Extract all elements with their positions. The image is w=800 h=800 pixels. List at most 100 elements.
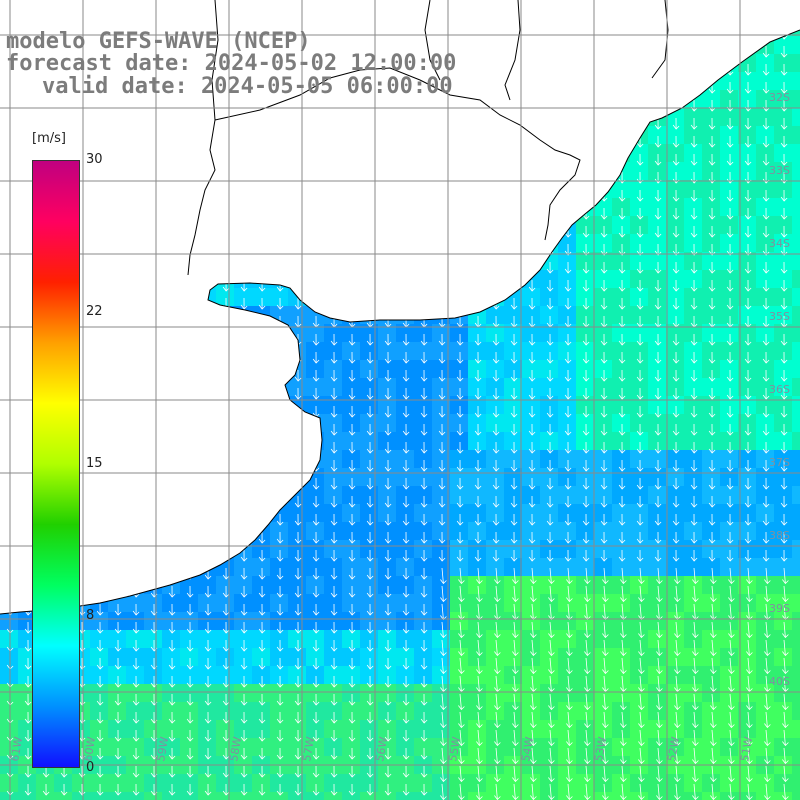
field-cell [522,540,540,558]
field-cell [432,504,450,522]
wind-arrow [330,423,338,436]
wind-arrow [672,279,680,292]
wind-arrow [348,513,356,526]
field-cell [522,720,540,738]
wind-arrow [744,207,752,220]
field-cell [738,378,756,396]
wind-arrow [366,423,374,436]
field-cell [126,630,144,648]
wind-arrow [710,567,717,585]
field-cell [540,702,558,720]
field-cell [450,720,468,738]
field-cell [378,396,396,414]
field-cell [738,270,756,288]
wind-arrow [528,387,536,400]
wind-arrow [546,333,554,346]
field-cell [360,702,378,720]
field-cell [162,612,180,630]
wind-arrow [618,225,626,238]
wind-arrow [762,423,770,436]
wind-arrow [474,369,482,382]
wind-arrow [690,189,698,202]
wind-arrow [764,567,771,585]
field-cell [234,594,252,612]
wind-arrow [762,531,770,544]
wind-arrow [780,495,788,508]
wind-arrow [402,423,410,436]
wind-arrow [330,459,338,472]
wind-arrow [494,639,501,657]
field-cell [720,504,738,522]
field-cell [486,486,504,504]
wind-arrow [582,243,590,256]
wind-arrow [728,711,735,729]
field-cell [684,576,702,594]
field-cell [180,630,198,648]
field-cell [738,450,756,468]
field-cell [774,108,792,126]
field-cell [126,720,144,738]
wind-arrow [494,567,501,585]
wind-arrow [564,459,572,472]
wind-arrow [456,495,464,508]
wind-arrow [456,513,464,526]
field-cell [576,702,594,720]
wind-arrow [476,585,483,603]
wind-arrow [474,387,482,400]
field-cell [0,792,18,800]
wind-arrow [366,765,374,778]
field-cell [198,648,216,666]
field-cell [720,324,738,342]
field-cell [486,666,504,684]
wind-arrow [672,261,680,274]
field-cell [630,216,648,234]
wind-arrow [222,747,230,760]
field-cell [666,162,684,180]
field-cell [648,774,666,792]
field-cell [756,396,774,414]
field-cell [198,720,216,738]
field-cell [126,684,144,702]
field-cell [792,468,800,486]
wind-arrow [600,333,608,346]
field-cell [792,180,800,198]
field-cell [630,144,648,162]
wind-arrow [546,495,554,508]
wind-arrow [692,711,699,729]
field-cell [270,594,288,612]
wind-arrow [168,639,176,652]
field-cell [450,396,468,414]
wind-arrow [312,333,320,346]
wind-arrow [690,405,698,418]
wind-arrow [582,387,590,400]
wind-arrow [654,549,662,562]
field-cell [396,792,414,800]
field-cell [18,702,36,720]
field-cell [792,540,800,558]
wind-arrow [744,279,752,292]
wind-arrow [566,729,573,747]
wind-arrow [638,585,645,603]
wind-arrow [602,639,609,657]
wind-arrow [548,747,555,765]
wind-arrow [132,747,140,760]
field-cell [666,324,684,342]
wind-arrow [366,639,374,652]
wind-arrow [708,387,716,400]
field-cell [306,540,324,558]
wind-arrow [222,621,230,634]
field-cell [144,666,162,684]
wind-arrow [114,621,122,634]
field-cell [432,630,450,648]
field-cell [648,396,666,414]
field-cell [630,702,648,720]
wind-arrow [476,567,483,585]
wind-arrow [276,585,284,598]
wind-arrow [402,729,410,742]
wind-arrow [584,747,591,765]
field-cell [522,738,540,756]
wind-arrow [762,243,770,256]
wind-arrow [566,621,573,639]
